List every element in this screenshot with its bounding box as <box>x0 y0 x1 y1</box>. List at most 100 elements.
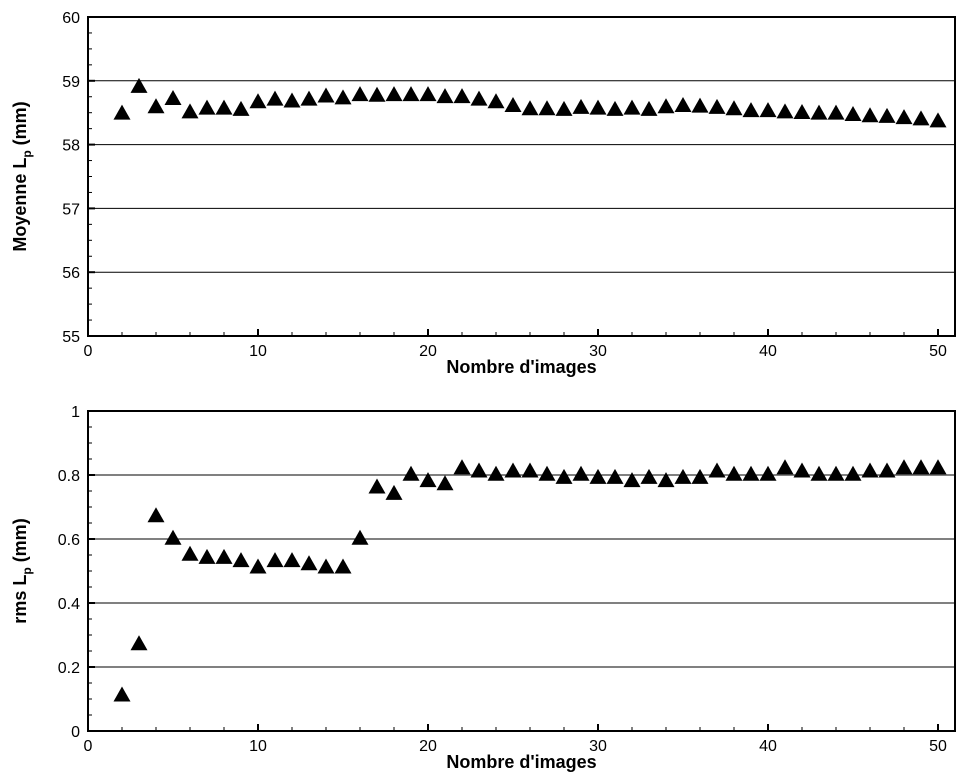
rms-lp-data-point <box>147 507 165 523</box>
rms-lp-plot-frame <box>87 410 956 732</box>
mean-lp-data-point <box>181 103 199 119</box>
rms-lp-ticks <box>87 410 939 732</box>
rms-lp-x-tick-label: 30 <box>589 738 607 755</box>
rms-lp-data-point <box>674 468 692 484</box>
mean-lp-data-point <box>470 90 488 106</box>
mean-lp-data-point <box>572 98 590 114</box>
mean-lp-x-axis-title: Nombre d'images <box>446 357 596 377</box>
rms-lp-x-tick-label: 10 <box>249 738 267 755</box>
mean-lp-data-point <box>368 86 386 102</box>
rms-lp-gridlines <box>88 474 955 668</box>
mean-lp-data-point <box>793 104 811 120</box>
mean-lp-data-point <box>623 99 641 115</box>
mean-lp-data-point <box>487 93 505 109</box>
rms-lp-y-axis-title-main: rms L <box>10 575 30 624</box>
rms-lp-data-point <box>691 468 709 484</box>
mean-lp-data-point <box>317 87 335 103</box>
mean-lp-y-axis-title-main: Moyenne L <box>10 158 30 252</box>
rms-lp-data-point <box>776 459 794 475</box>
mean-lp-x-tick-label: 20 <box>419 343 437 360</box>
mean-lp-data-point <box>198 99 216 115</box>
mean-lp-data-point <box>708 98 726 114</box>
mean-lp-data-point <box>861 107 879 123</box>
mean-lp-x-tick-label: 40 <box>759 343 777 360</box>
rms-lp-data-point <box>861 462 879 478</box>
rms-lp-data-point <box>521 462 539 478</box>
rms-lp-y-tick-label: 0 <box>71 724 80 741</box>
mean-lp-data-point <box>300 90 318 106</box>
mean-lp-data-point <box>810 104 828 120</box>
rms-lp-y-tick-label: 0.2 <box>58 660 80 677</box>
rms-lp-data-point <box>249 558 267 574</box>
mean-lp-chart: 55 56 57 58 59 60 0 10 20 30 40 50 Nombre d'images… <box>10 10 956 377</box>
mean-lp-data-point <box>521 100 539 116</box>
mean-lp-data-point <box>674 97 692 113</box>
rms-lp-data-point <box>351 529 369 545</box>
rms-lp-data-point <box>300 555 318 571</box>
rms-lp-data-point <box>912 459 930 475</box>
rms-lp-data-point <box>895 459 913 475</box>
rms-lp-data-point <box>504 462 522 478</box>
mean-lp-data-point <box>419 86 437 102</box>
rms-lp-chart: 0 0.2 0.4 0.6 0.8 1 0 10 20 30 40 50 Nombre d'imag… <box>10 404 956 772</box>
rms-lp-y-tick-label: 0.6 <box>58 532 80 549</box>
mean-lp-data-point <box>436 88 454 104</box>
mean-lp-y-tick-label: 59 <box>62 74 80 91</box>
mean-lp-data-point <box>878 107 896 123</box>
mean-lp-y-tick-label: 57 <box>62 201 80 218</box>
rms-lp-data-point <box>572 465 590 481</box>
rms-lp-data-point <box>538 465 556 481</box>
mean-lp-data-point <box>555 100 573 116</box>
rms-lp-x-tick-label: 20 <box>419 738 437 755</box>
mean-lp-x-tick-label: 0 <box>84 343 93 360</box>
rms-lp-data-point <box>640 468 658 484</box>
rms-lp-data-point <box>215 548 233 564</box>
rms-lp-data-point <box>283 552 301 568</box>
rms-lp-data-point <box>793 462 811 478</box>
mean-lp-data-point <box>538 100 556 116</box>
rms-lp-x-tick-label: 0 <box>84 738 93 755</box>
mean-lp-y-tick-label: 60 <box>62 10 80 27</box>
mean-lp-y-tick-labels: 55 56 57 58 59 60 <box>62 10 80 346</box>
mean-lp-data-point <box>334 89 352 105</box>
rms-lp-data-point <box>810 465 828 481</box>
mean-lp-data-point <box>402 86 420 102</box>
mean-lp-markers <box>113 77 947 128</box>
rms-lp-y-axis-title-unit: (mm) <box>10 518 30 567</box>
mean-lp-data-point <box>147 98 165 114</box>
mean-lp-data-point <box>113 104 131 120</box>
mean-lp-data-point <box>215 99 233 115</box>
mean-lp-data-point <box>725 100 743 116</box>
mean-lp-data-point <box>164 90 182 106</box>
rms-lp-data-point <box>266 552 284 568</box>
rms-lp-data-point <box>402 465 420 481</box>
mean-lp-x-tick-labels: 0 10 20 30 40 50 <box>84 343 947 360</box>
rms-lp-data-point <box>453 459 471 475</box>
rms-lp-data-point <box>436 475 454 491</box>
mean-lp-data-point <box>249 93 267 109</box>
mean-lp-data-point <box>742 102 760 118</box>
mean-lp-data-point <box>912 110 930 126</box>
mean-lp-data-point <box>385 86 403 102</box>
mean-lp-data-point <box>827 104 845 120</box>
rms-lp-data-point <box>368 478 386 494</box>
mean-lp-data-point <box>232 100 250 116</box>
mean-lp-x-tick-label: 50 <box>929 343 947 360</box>
mean-lp-data-point <box>691 97 709 113</box>
mean-lp-y-axis-title: Moyenne Lp (mm) <box>10 101 34 251</box>
mean-lp-y-tick-label: 58 <box>62 138 80 155</box>
mean-lp-data-point <box>453 88 471 104</box>
rms-lp-data-point <box>606 468 624 484</box>
rms-lp-data-point <box>657 472 675 488</box>
rms-lp-x-tick-label: 50 <box>929 738 947 755</box>
rms-lp-data-point <box>742 465 760 481</box>
rms-lp-data-point <box>198 548 216 564</box>
rms-lp-y-tick-label: 0.4 <box>58 596 80 613</box>
rms-lp-y-axis-title-subscript: p <box>20 567 34 574</box>
rms-lp-data-point <box>470 462 488 478</box>
mean-lp-data-point <box>130 77 148 93</box>
rms-lp-data-point <box>623 472 641 488</box>
mean-lp-data-point <box>759 102 777 118</box>
mean-lp-data-point <box>266 90 284 106</box>
